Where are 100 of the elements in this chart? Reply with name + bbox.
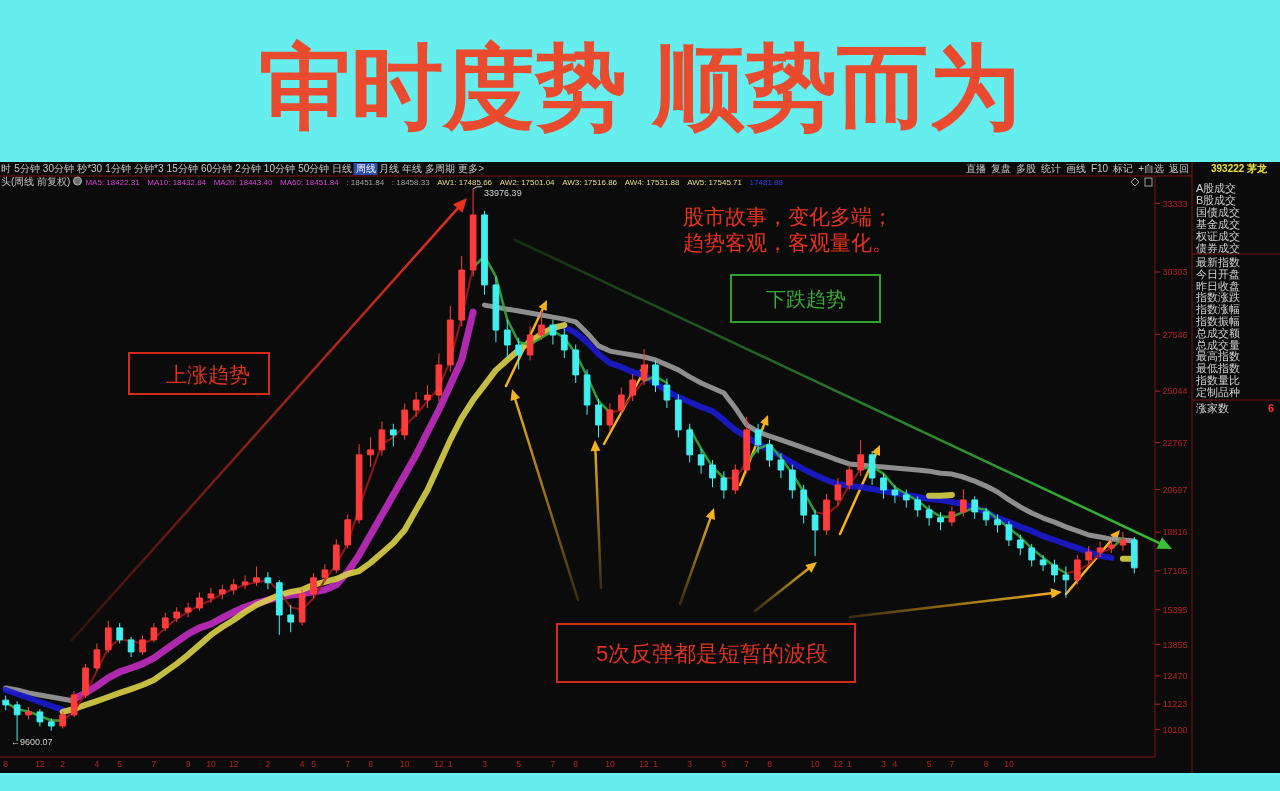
x-tick-label: 7: [744, 759, 750, 769]
x-tick-label: 7: [949, 759, 955, 769]
candlestick: [412, 391, 420, 418]
candlestick: [253, 566, 260, 587]
candlestick: [652, 359, 659, 393]
annotation: 33976.39: [484, 187, 522, 198]
candlestick: [766, 439, 773, 468]
x-tick-label: 7: [151, 759, 157, 769]
x-tick-label: 10: [206, 759, 216, 769]
annotation: 5次反弹都是短暂的波段: [595, 641, 829, 666]
x-tick-label: 8: [573, 759, 579, 769]
y-tick-label: 15395: [1162, 604, 1188, 615]
candlestick: [173, 606, 181, 623]
text: 更多>: [458, 163, 485, 174]
candlestick: [880, 473, 887, 500]
candlestick: [310, 572, 317, 599]
x-tick-label: 12: [833, 759, 843, 769]
y-tick-label: 17105: [1162, 566, 1188, 577]
candlestick: [321, 563, 329, 583]
candlestick: [982, 507, 990, 527]
annotation: MA60: 18451.84: [280, 177, 340, 187]
annotation: 17481.88: [749, 177, 784, 187]
candlestick: [572, 344, 580, 384]
candlestick: [355, 443, 363, 524]
text: 50分钟: [298, 163, 330, 174]
y-tick-label: 13855: [1162, 639, 1188, 650]
x-tick-label: 5: [311, 759, 317, 769]
x-tick-label: 2: [60, 759, 66, 769]
text: 周线: [355, 163, 376, 174]
text: 多股: [1015, 163, 1036, 174]
x-tick-label: 7: [550, 759, 556, 769]
text: 复盘: [990, 163, 1011, 174]
text: 最低指数: [1196, 362, 1240, 375]
candlestick: [184, 602, 192, 618]
x-tick-label: 5: [117, 759, 123, 769]
text: 今日开盘: [1196, 267, 1240, 280]
x-tick-label: 10: [1004, 759, 1014, 769]
candlestick: [560, 328, 568, 359]
x-tick-label: 5: [721, 759, 727, 769]
x-tick-label: 7: [345, 759, 351, 769]
candlestick: [686, 423, 694, 463]
candlestick: [538, 310, 545, 341]
candlestick: [834, 477, 842, 506]
candlestick: [1051, 559, 1058, 583]
y-tick-label: 20697: [1162, 484, 1188, 495]
candlestick: [275, 579, 283, 636]
candlestick: [629, 373, 637, 402]
candlestick: [754, 423, 762, 454]
x-tick-label: 12: [228, 759, 239, 769]
candlestick: [731, 464, 739, 495]
annotation: MA20: 18443.40: [213, 177, 273, 187]
candlestick: [709, 459, 716, 488]
candlestick: [925, 504, 933, 527]
candlestick: [458, 255, 466, 327]
text: 多周期: [425, 163, 456, 174]
candlestick: [868, 450, 876, 486]
candlestick: [1039, 554, 1047, 572]
candlestick: [104, 620, 112, 654]
candlestick: [93, 643, 101, 672]
x-tick-label: 4: [892, 759, 898, 769]
text: 返回: [1169, 163, 1189, 174]
candlestick: [492, 276, 500, 343]
candlestick: [47, 717, 55, 732]
candlestick: [697, 448, 705, 475]
candlestick: [994, 513, 1001, 534]
text: 最高指数: [1196, 350, 1240, 363]
candlestick: [971, 495, 979, 520]
x-tick-label: 10: [810, 759, 821, 769]
candlestick: [1062, 566, 1070, 599]
candlestick: [139, 635, 146, 656]
text: 393222 茅龙: [1211, 163, 1269, 174]
candlestick: [298, 588, 306, 626]
text: 基金成交: [1196, 218, 1240, 230]
candlestick: [1108, 538, 1115, 554]
x-tick-label: 5: [516, 759, 522, 769]
text: 30分钟: [42, 163, 74, 174]
candlestick: [435, 353, 443, 402]
text: 分钟*3: [134, 163, 164, 174]
text: 年线: [401, 163, 422, 174]
text: B股成交: [1196, 194, 1237, 206]
candlestick: [424, 384, 431, 409]
annotation: MA10: 18432.84: [147, 177, 207, 187]
y-tick-label: 25044: [1162, 386, 1188, 397]
x-tick-label: 12: [35, 759, 45, 769]
candlestick: [161, 612, 169, 632]
text: 1分钟: [105, 163, 131, 174]
candlestick: [344, 513, 352, 549]
candlestick: [196, 592, 203, 612]
text: 直播: [966, 163, 986, 174]
candlestick: [743, 416, 751, 475]
candlestick: [332, 538, 340, 574]
text: 标记: [1112, 163, 1134, 174]
x-tick-label: 9: [185, 759, 191, 769]
candlestick: [811, 509, 819, 557]
text: 6: [1268, 402, 1275, 414]
annotation: AW4: 17531.88: [624, 177, 681, 187]
text: +自选: [1138, 163, 1165, 174]
x-tick-label: 8: [3, 759, 9, 769]
candlestick: [1028, 543, 1036, 567]
candlestick: [127, 636, 135, 658]
